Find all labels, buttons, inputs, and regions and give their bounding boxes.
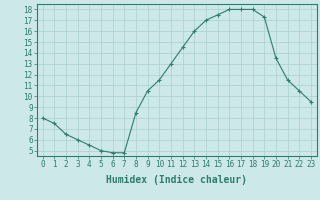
X-axis label: Humidex (Indice chaleur): Humidex (Indice chaleur) xyxy=(106,175,247,185)
